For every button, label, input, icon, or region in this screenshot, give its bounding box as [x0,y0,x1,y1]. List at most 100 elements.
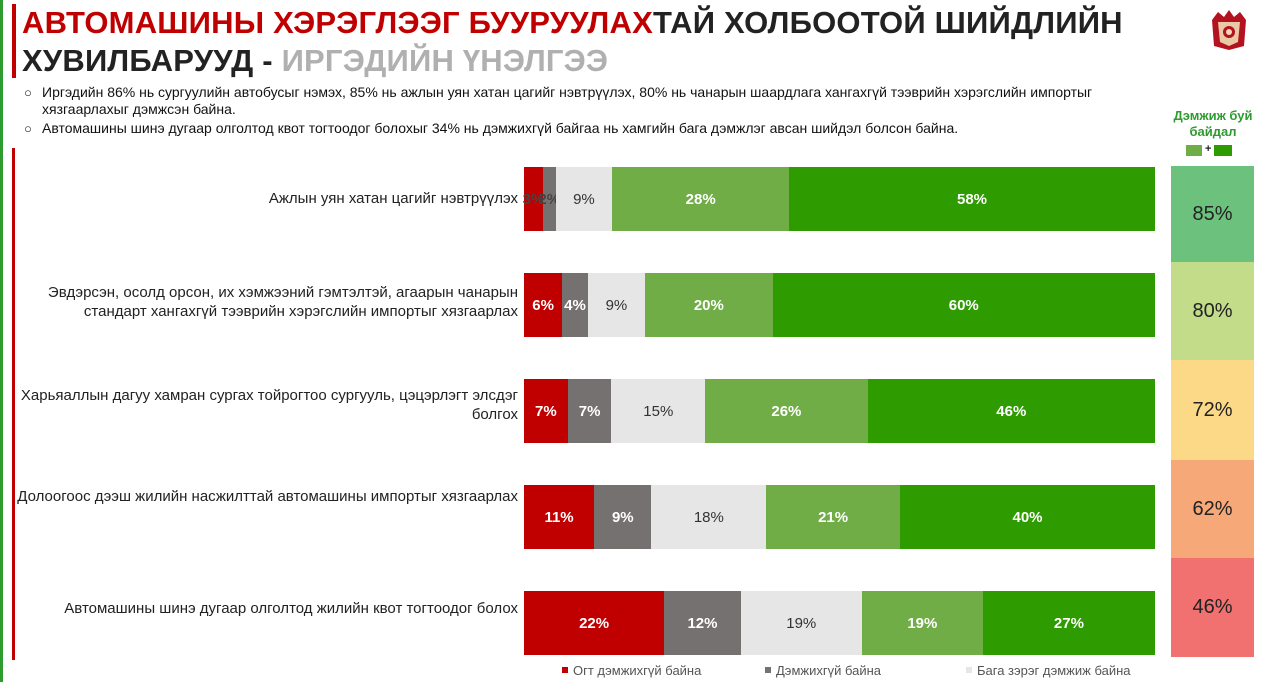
bar-value-label: 9% [605,296,628,314]
page-title: АВТОМАШИНЫ ХЭРЭГЛЭЭГ БУУРУУЛАХТАЙ ХОЛБОО… [22,4,1182,80]
support-total-box: 85% [1171,166,1254,263]
legend-item: Бага зэрэг дэмжиж байна [966,662,1131,678]
category-label: Эвдэрсэн, осолд орсон, их хэмжээний гэмт… [47,284,518,320]
bar-value-label: 7% [535,402,557,420]
bar-value-label: 7% [578,402,601,420]
category-label: Харьяаллын дагуу хамран сургах тойрогтоо… [20,387,518,423]
bar-segment: 40% [900,485,1155,549]
bar-segment: 60% [772,273,1155,337]
support-total-box: 72% [1171,360,1254,461]
support-total-value: 62% [1192,497,1233,520]
title-part-red: АВТОМАШИНЫ ХЭРЭГЛЭЭГ БУУРУУЛАХ [22,5,653,40]
bar-segment: 6% [524,273,563,337]
stacked-bar: 11% 9% 18% 21% 40% [524,485,1155,549]
bar-segment: 2% [538,167,560,231]
bar-value-label: 28% [685,190,716,208]
bar-segment: 20% [645,273,773,337]
bar-segment: 9% [587,273,646,337]
title-part-dark-2: ХУВИЛБАРУУД - [22,43,282,78]
bar-value-label: 9% [611,508,634,526]
bar-segment: 12% [664,591,741,655]
legend-item: Огт дэмжихгүй байна [562,662,701,678]
bar-value-label: 27% [1053,614,1084,632]
bar-segment: 22% [524,591,665,655]
title-part-dark: ТАЙ ХОЛБООТОЙ ШИЙДЛИЙН [652,5,1123,40]
bar-segment: 27% [982,591,1155,655]
legend-swatch [966,667,972,673]
bar-value-label: 21% [818,508,849,526]
bullet-item: ○ Автомашины шинэ дугаар олголтод квот то… [22,120,1162,137]
bar-value-label: 46% [996,402,1027,420]
support-total-box: 46% [1171,558,1254,658]
bar-value-label: 9% [573,190,595,208]
bar-segment: 15% [611,379,706,443]
stacked-bar: 7% 7% 15% 26% 46% [524,379,1155,443]
support-total-box: 62% [1171,460,1254,559]
bar-value-label: 19% [786,614,817,632]
legend-label: Дэмжихгүй байна [776,662,881,678]
emblem-logo-icon [1212,10,1246,50]
chart-accent-bar [12,148,15,660]
category-label: Автомашины шинэ дугаар олголтод жилийн к… [64,600,518,617]
support-plus-sign: + [1205,143,1212,155]
support-total-value: 46% [1192,596,1233,618]
bar-value-label: 3% [522,190,545,208]
bar-value-label: 20% [693,296,724,314]
bar-value-label: 11% [544,508,574,526]
bar-segment: 21% [766,485,901,549]
bullet-text: Автомашины шинэ дугаар олголтод квот тог… [42,120,959,136]
bullet-text: Иргэдийн 86% нь сургуулийн автобусыг нэм… [42,84,1093,117]
legend-label: Огт дэмжихгүй байна [573,662,702,678]
support-total-value: 85% [1192,202,1233,225]
support-total-box: 80% [1171,262,1254,361]
support-swatches: + [1186,143,1246,157]
stacked-bar: 6% 4% 9% 20% 60% [524,273,1155,337]
bar-value-label: 6% [532,296,554,314]
bar-segment: 9% [594,485,652,549]
support-header-line2: байдал [1189,124,1237,139]
bullet-circle-icon: ○ [24,121,32,136]
support-header: Дэмжиж буй байдал [1166,108,1260,140]
bar-value-label: 40% [1012,508,1043,526]
bar-value-label: 15% [643,402,674,420]
bar-value-label: 58% [956,190,988,208]
support-swatch-dark [1214,145,1232,156]
bullet-item: ○ Иргэдийн 86% нь сургуулийн автобусыг нэ… [22,84,1162,118]
support-total-value: 72% [1192,398,1233,421]
bar-segment: 46% [867,379,1155,443]
legend-item: Дэмжихгүй байна [765,662,881,678]
bar-value-label: 4% [564,296,586,314]
bar-segment: 19% [740,591,862,655]
bar-segment: 18% [651,485,767,549]
bar-segment: 7% [524,379,568,443]
legend-label: Бага зэрэг дэмжиж байна [977,662,1131,678]
left-accent-line [0,0,3,682]
bar-segment: 11% [524,485,595,549]
bar-value-label: 19% [907,614,938,632]
bar-value-label: 22% [579,614,610,632]
bar-segment: 3% [522,167,545,231]
category-label: Долоогоос дээш жилийн насжилттай автомаш… [17,488,518,505]
legend-swatch [562,667,568,673]
bar-value-label: 18% [693,508,724,526]
support-header-line1: Дэмжиж буй [1173,108,1253,123]
legend-swatch [765,667,771,673]
bar-value-label: 12% [687,614,718,632]
support-swatch-light [1186,145,1202,156]
title-part-grey: ИРГЭДИЙН ҮНЭЛГЭЭ [281,43,609,78]
bar-segment: 58% [789,167,1155,231]
bar-segment: 7% [567,379,612,443]
category-label: Ажлын уян хатан цагийг нэвтрүүлэх [268,190,518,207]
bar-segment: 4% [562,273,588,337]
bar-segment: 26% [705,379,868,443]
bar-value-label: 60% [948,296,979,314]
bullet-circle-icon: ○ [24,85,32,100]
stacked-bar: 22% 12% 19% 19% 27% [524,591,1155,655]
title-accent-bar [12,4,16,78]
summary-bullets: ○ Иргэдийн 86% нь сургуулийн автобусыг нэ… [22,84,1162,139]
bar-segment: 28% [612,167,789,231]
stacked-bar: 3% 2% 9% 28% 58% [522,167,1155,231]
support-total-value: 80% [1192,299,1233,322]
bar-segment: 9% [555,167,613,231]
bar-segment: 19% [861,591,983,655]
